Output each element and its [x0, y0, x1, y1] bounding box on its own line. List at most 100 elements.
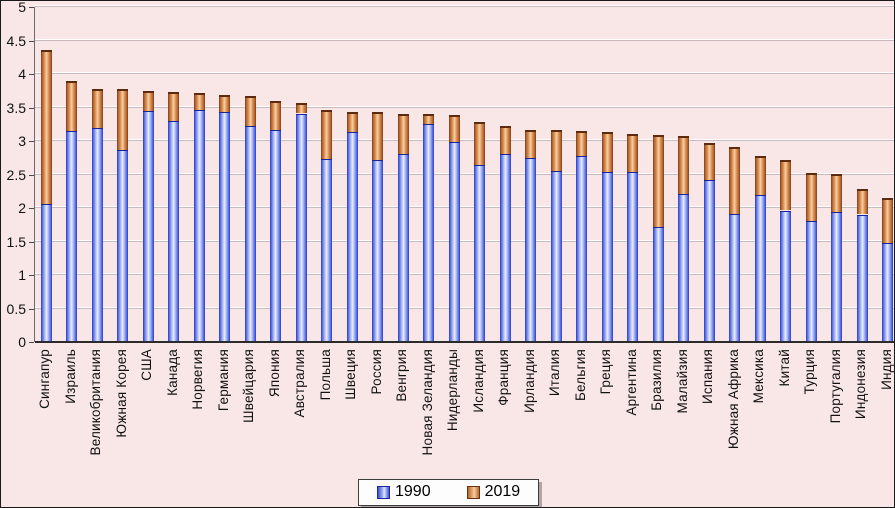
y-axis-tick — [29, 208, 34, 209]
bar-segment-1990 — [143, 111, 154, 342]
bar-segment-2019 — [347, 112, 358, 132]
bar-Швейцария — [245, 96, 256, 342]
x-axis-label-США: США — [139, 349, 154, 381]
x-axis-label-Новая Зеландия: Новая Зеландия — [420, 349, 435, 456]
bar-Нидерланды — [449, 115, 460, 342]
bar-Малайзия — [678, 136, 689, 342]
bar-segment-1990 — [372, 160, 383, 342]
bar-segment-2019 — [117, 89, 128, 150]
gridline — [35, 140, 894, 141]
bar-segment-2019 — [372, 112, 383, 160]
x-axis-label-Китай: Китай — [777, 349, 792, 387]
bar-Канада — [168, 92, 179, 342]
bar-Мексика — [755, 156, 766, 342]
y-axis-tick — [29, 308, 34, 310]
bar-segment-2019 — [168, 92, 179, 121]
bar-segment-1990 — [551, 171, 562, 342]
bar-segment-1990 — [449, 142, 460, 342]
y-axis-label: 2 — [18, 200, 26, 216]
bar-Россия — [372, 112, 383, 342]
x-axis-label-Италия: Италия — [547, 349, 562, 397]
bar-segment-1990 — [347, 132, 358, 342]
bar-segment-2019 — [857, 189, 868, 214]
bar-segment-2019 — [678, 136, 689, 194]
bar-segment-1990 — [882, 243, 893, 342]
bar-segment-1990 — [627, 172, 638, 342]
bar-segment-1990 — [500, 154, 511, 342]
x-axis-label-Бельгия: Бельгия — [573, 349, 588, 402]
y-axis-label: 0.5 — [6, 300, 26, 317]
x-axis-label-Португалия: Португалия — [828, 349, 843, 424]
y-axis-tick — [29, 174, 34, 176]
x-axis-label-Канада: Канада — [165, 349, 180, 396]
bar-segment-1990 — [806, 221, 817, 342]
x-axis-label-Польша: Польша — [318, 349, 333, 401]
bar-segment-1990 — [474, 165, 485, 342]
bar-segment-1990 — [755, 195, 766, 342]
gridline — [35, 73, 894, 74]
bar-США — [143, 91, 154, 342]
bar-segment-1990 — [704, 180, 715, 342]
y-axis-tick — [29, 275, 34, 276]
bar-segment-1990 — [168, 121, 179, 342]
x-axis-label-Франция: Франция — [496, 349, 511, 406]
y-axis-label: 3.5 — [6, 99, 26, 116]
bar-Индонезия — [857, 189, 868, 342]
x-axis-label-Исландия: Исландия — [471, 349, 486, 413]
bar-segment-1990 — [857, 215, 868, 342]
y-axis-tick — [29, 40, 34, 42]
x-axis-label-Испания: Испания — [700, 349, 715, 404]
x-axis-label-Япония: Япония — [267, 349, 282, 398]
x-axis-label-Нидерланды: Нидерланды — [445, 349, 460, 432]
y-axis-tick — [29, 342, 34, 343]
x-axis-label-Турция: Турция — [802, 349, 817, 395]
bar-segment-2019 — [627, 134, 638, 172]
x-axis-label-Южная Африка: Южная Африка — [726, 349, 741, 450]
x-axis-label-Швеция: Швеция — [343, 349, 358, 400]
blue-square-icon — [377, 485, 390, 499]
gridline — [35, 207, 894, 208]
x-axis-label-Сингапур: Сингапур — [37, 349, 52, 409]
x-axis-label-Россия: Россия — [369, 349, 384, 395]
bar-Германия — [219, 95, 230, 342]
x-axis-label-Мексика: Мексика — [751, 349, 766, 404]
legend-label-1990: 1990 — [395, 483, 431, 500]
x-axis-label-Малайзия: Малайзия — [675, 349, 690, 414]
x-axis-label-Израиль: Израиль — [63, 349, 78, 404]
y-axis-label: 5 — [18, 0, 26, 15]
bar-segment-1990 — [780, 211, 791, 342]
bar-Великобритания — [92, 89, 103, 342]
bar-segment-2019 — [653, 135, 664, 227]
gridline — [35, 307, 894, 309]
bar-Испания — [704, 143, 715, 342]
bar-Аргентина — [627, 134, 638, 342]
y-axis-tick — [29, 107, 34, 109]
gridline — [35, 6, 894, 7]
y-axis-tick — [29, 141, 34, 142]
bar-Сингапур — [41, 50, 52, 342]
bar-segment-2019 — [398, 114, 409, 155]
bar-segment-1990 — [92, 128, 103, 342]
bar-segment-1990 — [41, 204, 52, 342]
bar-Индия — [882, 198, 893, 342]
bar-segment-1990 — [219, 112, 230, 342]
legend-item-2019: 2019 — [466, 483, 520, 501]
x-axis-label-Индия: Индия — [879, 349, 894, 390]
x-axis-label-Бразилия: Бразилия — [649, 349, 664, 411]
x-axis-label-Ирландия: Ирландия — [522, 349, 537, 413]
bar-segment-1990 — [66, 131, 77, 342]
bar-Ирландия — [525, 130, 536, 342]
bar-segment-2019 — [194, 93, 205, 110]
bar-Бразилия — [653, 135, 664, 342]
gridline — [35, 106, 894, 108]
y-axis-label: 1.5 — [6, 233, 26, 250]
bar-segment-2019 — [831, 174, 842, 212]
y-axis-tick — [29, 7, 34, 8]
bar-Южная Африка — [729, 147, 740, 342]
bar-segment-2019 — [423, 114, 434, 124]
gridline — [35, 39, 894, 41]
bar-segment-2019 — [525, 130, 536, 159]
bar-segment-1990 — [117, 150, 128, 342]
bar-segment-2019 — [704, 143, 715, 180]
y-axis-tick — [29, 74, 34, 75]
